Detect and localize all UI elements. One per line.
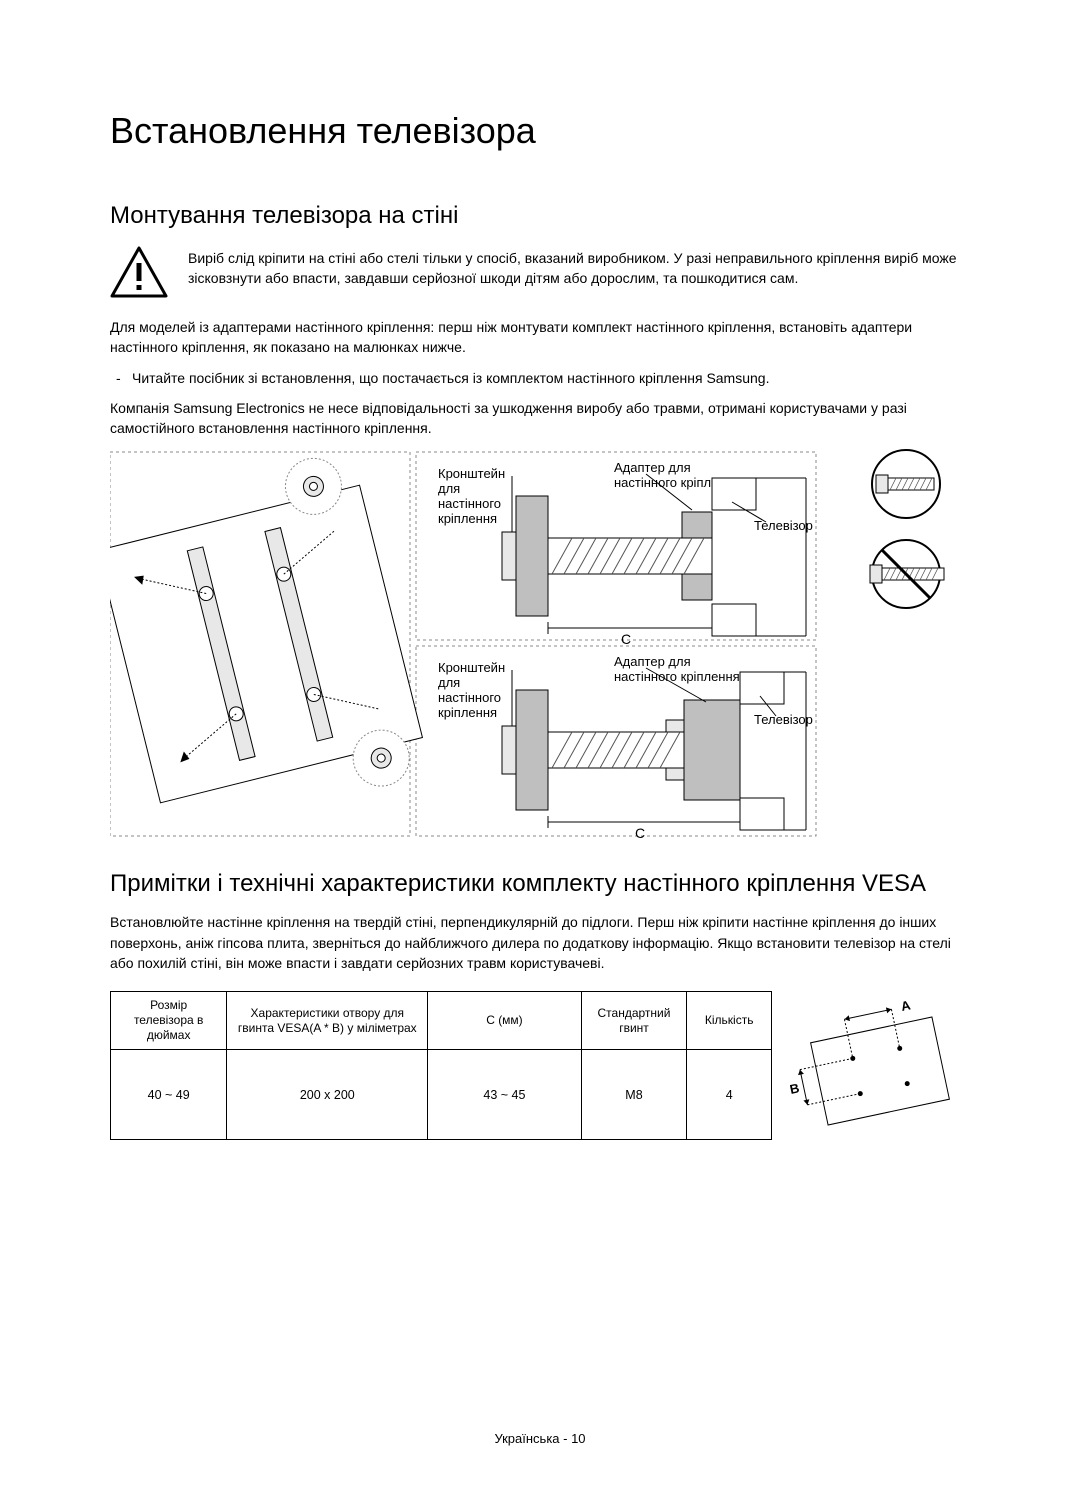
label-tv-2: Телевізор <box>754 712 813 727</box>
page-footer: Українська - 10 <box>0 1431 1080 1446</box>
para-adapters: Для моделей із адаптерами настінного крі… <box>110 317 970 358</box>
vesa-table: Розмір телевізора в дюймах Характеристик… <box>110 991 772 1140</box>
para-disclaimer: Компанія Samsung Electronics не несе від… <box>110 398 970 439</box>
td-qty: 4 <box>687 1050 772 1140</box>
th-screw: Стандартний гвинт <box>581 992 687 1050</box>
section-heading-vesa: Примітки і технічні характеристики компл… <box>110 870 970 898</box>
table-row: 40 ~ 49 200 x 200 43 ~ 45 M8 4 <box>111 1050 772 1140</box>
th-vesa: Характеристики отвору для гвинта VESA(A … <box>227 992 428 1050</box>
th-qty: Кількість <box>687 992 772 1050</box>
page-title: Встановлення телевізора <box>110 110 970 152</box>
vesa-section: Примітки і технічні характеристики компл… <box>110 870 970 1140</box>
tv-dimension-diagram: A B <box>790 991 970 1140</box>
th-c: C (мм) <box>428 992 581 1050</box>
mounting-diagram: Кронштейндлянастінногокріплення Адаптер … <box>110 448 970 840</box>
section-heading-mounting: Монтування телевізора на стіні <box>110 202 970 230</box>
label-bracket-2: Кронштейндлянастінногокріплення <box>438 660 505 720</box>
label-c-1: C <box>621 631 631 647</box>
td-c: 43 ~ 45 <box>428 1050 581 1140</box>
warning-block: Виріб слід кріпити на стіні або стелі ті… <box>110 246 970 303</box>
wall-mount-section: Монтування телевізора на стіні Виріб слі… <box>110 202 970 840</box>
td-screw: M8 <box>581 1050 687 1140</box>
label-b: B <box>790 1080 801 1097</box>
label-adapter-2: Адаптер длянастінного кріплення <box>614 654 740 684</box>
warning-icon <box>110 246 168 303</box>
bullet-manual: Читайте посібник зі встановлення, що пос… <box>110 368 970 388</box>
td-vesa: 200 x 200 <box>227 1050 428 1140</box>
td-size: 40 ~ 49 <box>111 1050 227 1140</box>
label-a: A <box>900 1001 913 1014</box>
warning-text: Виріб слід кріпити на стіні або стелі ті… <box>188 246 970 289</box>
label-bracket-1: Кронштейндлянастінногокріплення <box>438 466 505 526</box>
table-header-row: Розмір телевізора в дюймах Характеристик… <box>111 992 772 1050</box>
label-c-2: C <box>635 825 645 840</box>
para-vesa: Встановлюйте настінне кріплення на тверд… <box>110 912 970 973</box>
th-size: Розмір телевізора в дюймах <box>111 992 227 1050</box>
